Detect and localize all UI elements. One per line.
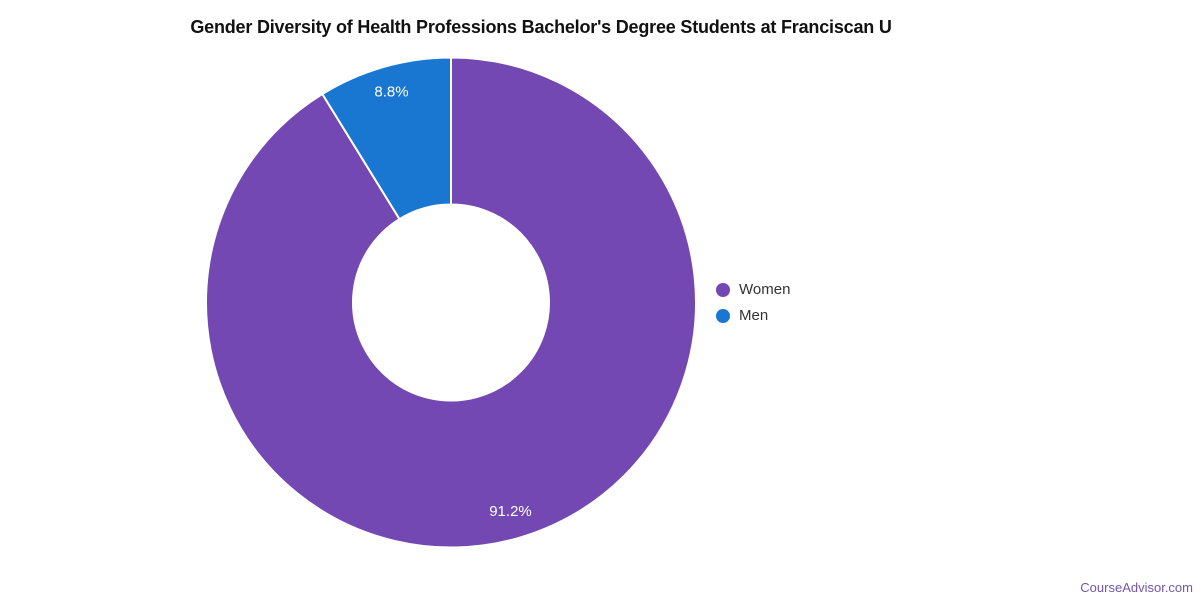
legend-item-women[interactable]: Women [716,280,790,300]
courseadvisor-link[interactable]: CourseAdvisor.com [1080,580,1193,595]
legend-marker-men-icon [716,309,730,323]
legend-item-men[interactable]: Men [716,306,790,326]
pie-slice-men[interactable] [321,56,452,221]
legend-marker-women-icon [716,283,730,297]
slice-label-men: 8.8% [374,84,408,101]
pie-slice-women[interactable] [205,56,697,549]
slice-label-women: 91.2% [489,503,532,520]
legend-label-men: Men [739,307,769,324]
legend: Women Men [716,280,790,326]
legend-label-women: Women [739,281,791,298]
chart-title: Gender Diversity of Health Professions B… [190,17,892,37]
